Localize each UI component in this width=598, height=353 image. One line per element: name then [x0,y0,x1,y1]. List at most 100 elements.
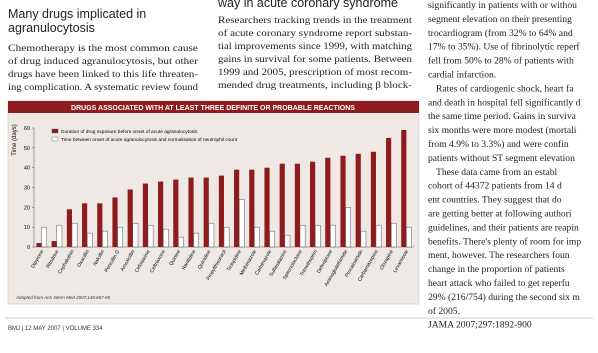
bar [360,230,367,248]
bar [41,226,48,248]
bar [36,243,42,247]
bar [158,181,164,247]
bar [147,224,154,248]
bar [234,169,240,247]
body-line: ment, however. The researchers foun [428,250,570,261]
bar [269,230,276,248]
article-title: agranulocytosis [8,21,95,35]
body-line: benefits. There's plenty of room for imp [428,236,581,247]
body-line: cohort of 44372 patients from 14 d [428,181,562,192]
bar [203,177,209,247]
body-line: 17% to 35%). Use of fibrinolytic reperf [428,42,580,53]
body-line: of acute coronary syndrome report substa… [218,28,412,39]
chart-title: DRUGS ASSOCIATED WITH AT LEAST THREE DEF… [71,105,355,112]
bar [127,189,133,247]
bar [314,224,321,248]
bar [254,226,260,248]
bar [102,230,108,248]
bar [162,228,169,248]
reference: JAMA 2007;297:1892-900 [428,320,532,331]
body-line: Chemotherapy is the most common cause [8,43,198,54]
bar [71,222,78,248]
bar [193,232,200,248]
body-line: heart attack who failed to get reperfu [428,278,570,289]
bar [173,179,179,247]
bar [390,222,397,248]
body-line: These data came from an establ [436,167,558,178]
bar [66,209,72,247]
y-tick-label: 60 [24,126,30,132]
bar [264,167,270,247]
bar [345,207,352,248]
y-axis-label: Time (days) [12,124,18,155]
body-line: ing complication. A systematic review fo… [8,82,198,93]
body-line: segment elevation on their presenting [428,14,572,25]
body-line: Researchers tracking trends in the treat… [218,15,412,26]
chart: 0 10 20 30 40 50 60 Duration of drug exposure b… [24,126,414,288]
legend-swatch [51,128,59,134]
body-line: cardial infarction. [428,70,496,81]
bar [238,199,245,248]
legend-label: Time between onset of acute agranulocyto… [61,137,238,143]
bar [386,137,392,247]
bar [294,163,300,247]
legend-swatch [51,136,59,142]
body-line: trocardiogram (from 32% to 64% and [428,28,573,39]
chart-source: Adapted from Ann Intern Med 2007;146:657… [15,295,111,300]
body-line: Rates of cardiogenic shock, heart fa [436,83,574,94]
body-line: patients without ST segment elevation [428,153,575,164]
body-line: significantly in patients with or withou [428,0,577,11]
bar [142,183,148,247]
body-line: 29% (216/754) during the second six m [428,292,580,303]
bar [112,197,118,247]
body-line: guidelines, and their patients are reapi… [428,222,579,233]
bar [325,157,331,247]
bar [310,161,316,247]
bar [208,222,215,248]
body-line: of 2005. [428,306,460,317]
body-line: six months were more modest (mortali [428,125,577,136]
body-line: of drug induced agranulocytosis, but oth… [8,56,199,67]
y-tick-label: 30 [24,186,30,192]
bar [279,163,285,247]
bar [178,236,184,248]
bar [355,153,361,247]
bar [117,226,124,248]
y-tick-label: 20 [24,205,30,211]
body-line: tial improvements since 1999, with match… [218,41,412,52]
body-line: mended drug treatments, including β bloc… [218,80,412,91]
bar [82,203,88,247]
y-tick-label: 40 [24,166,30,172]
y-tick-label: 0 [27,245,30,251]
bar [86,232,93,248]
bar [370,151,376,247]
bar [299,224,306,248]
bar [218,175,224,247]
bar [375,224,382,248]
body-line: the same time period. Gains in surviva [428,111,577,122]
y-tick-label: 50 [24,146,30,152]
bar [188,177,194,247]
body-line: change in the proportion of patients [428,264,565,275]
chart-box [7,100,420,305]
legend-label: Duration of drug exposure before onset o… [61,129,198,135]
bar [97,203,103,247]
article-title: Many drugs implicated in [8,7,146,21]
y-tick-label: 10 [24,225,30,231]
body-line: ent countries. They suggest that do [428,195,562,206]
footer: BMJ | 12 MAY 2007 | VOLUME 334 [8,326,103,332]
chart-header [8,101,419,113]
bar [401,129,407,247]
body-line: are getting better at following authori [428,209,572,220]
bar [132,222,139,248]
bar [340,155,346,247]
body-line: drugs have been linked to this life thre… [8,69,198,80]
article-title: way in acute coronary syndrome [217,0,398,10]
bar [223,226,230,248]
bar [330,224,336,248]
body-line: and death in hospital fell significantly… [428,97,581,108]
bar [284,234,291,248]
body-line: fell from 50% to 28% of patients with [428,56,574,67]
